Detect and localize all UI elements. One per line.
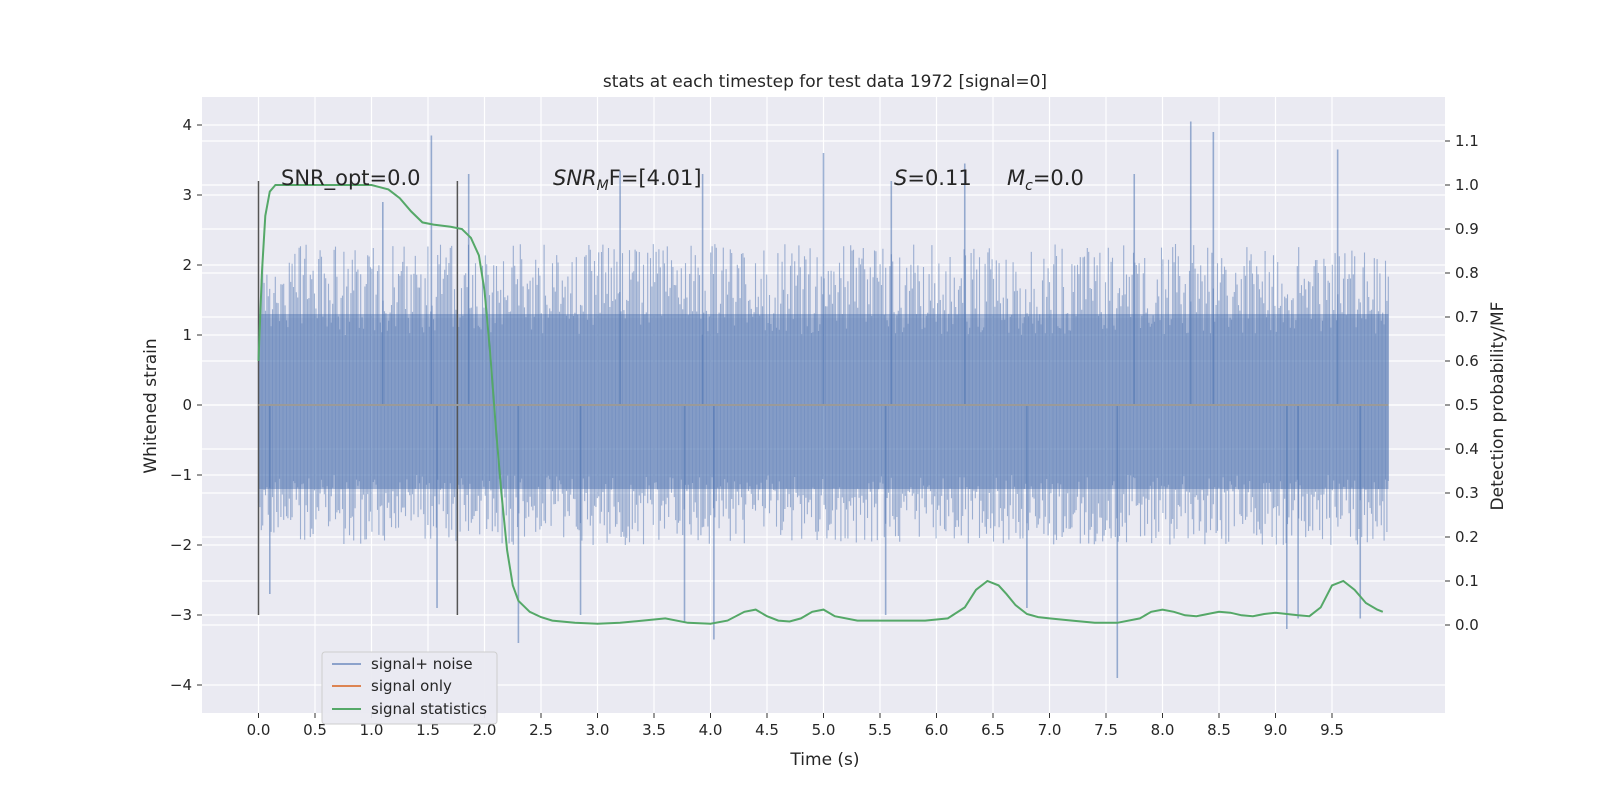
y-tick-label-left: −1 xyxy=(170,466,192,484)
y-tick-label-left: −2 xyxy=(170,536,192,554)
x-tick-label: 2.5 xyxy=(529,721,553,739)
annotation-s: S=0.11 xyxy=(894,166,972,190)
y-tick-label-right: 0.6 xyxy=(1455,352,1479,370)
x-tick-label: 8.5 xyxy=(1207,721,1231,739)
y-tick-label-left: 1 xyxy=(182,326,192,344)
annotation-s-label: S xyxy=(894,166,907,190)
x-tick-label: 4.0 xyxy=(699,721,723,739)
y-tick-label-right: 0.7 xyxy=(1455,308,1479,326)
y-tick-label-right: 0.9 xyxy=(1455,220,1479,238)
annotation-mc-sub: c xyxy=(1025,178,1033,194)
legend-label-statistics: signal statistics xyxy=(371,700,487,718)
x-axis-label: Time (s) xyxy=(789,750,859,770)
y-tick-label-right: 0.1 xyxy=(1455,572,1479,590)
x-tick-label: 2.0 xyxy=(473,721,497,739)
x-tick-label: 1.0 xyxy=(360,721,384,739)
vertical-markers xyxy=(257,181,459,615)
x-tick-label: 5.5 xyxy=(868,721,892,739)
annotation-mc-value: =0.0 xyxy=(1033,166,1084,190)
x-tick-label: 7.5 xyxy=(1094,721,1118,739)
x-tick-label: 3.0 xyxy=(586,721,610,739)
x-tick-label: 9.0 xyxy=(1264,721,1288,739)
annotation-snr-mf-prefix: SNR xyxy=(553,166,597,190)
y-tick-label-right: 0.2 xyxy=(1455,528,1479,546)
y-tick-label-left: 4 xyxy=(182,116,192,134)
annotation-snr-mf-suffix: F=[4.01] xyxy=(609,166,702,190)
x-tick-label: 1.5 xyxy=(416,721,440,739)
x-tick-label: 6.0 xyxy=(925,721,949,739)
annotation-snr-mf: SNRMF=[4.01] xyxy=(553,166,702,194)
x-tick-label: 8.0 xyxy=(1151,721,1175,739)
annotations: SNR_opt=0.0 SNRMF=[4.01] S=0.11 Mc=0.0 xyxy=(281,166,1084,194)
y-tick-label-right: 1.1 xyxy=(1455,132,1479,150)
y-tick-label-left: 3 xyxy=(182,186,192,204)
y-tick-label-right: 0.3 xyxy=(1455,484,1479,502)
y-tick-label-right: 0.4 xyxy=(1455,440,1479,458)
x-tick-label: 7.0 xyxy=(1038,721,1062,739)
annotation-s-value: =0.11 xyxy=(907,166,971,190)
series-signal-noise xyxy=(257,121,1389,678)
y-axis-label-left: Whitened strain xyxy=(141,338,161,473)
x-tick-label: 0.0 xyxy=(247,721,271,739)
legend: signal+ noise signal only signal statist… xyxy=(321,651,498,725)
series-signal-statistics xyxy=(257,184,1384,625)
y-tick-label-left: 0 xyxy=(182,396,192,414)
x-tick-label: 0.5 xyxy=(303,721,327,739)
statistics-line xyxy=(257,184,1384,625)
annotation-mc-label: M xyxy=(1007,166,1025,190)
x-tick-label: 3.5 xyxy=(642,721,666,739)
x-tick-label: 6.5 xyxy=(981,721,1005,739)
legend-label-signal-only: signal only xyxy=(371,677,452,695)
y-tick-label-right: 1.0 xyxy=(1455,176,1479,194)
y-tick-label-right: 0.0 xyxy=(1455,616,1479,634)
y-tick-label-left: −3 xyxy=(170,606,192,624)
y-tick-label-left: 2 xyxy=(182,256,192,274)
annotation-mc: Mc=0.0 xyxy=(1007,166,1084,194)
annotation-snr-mf-sub: M xyxy=(597,178,609,194)
legend-label-noise: signal+ noise xyxy=(371,655,473,673)
y-tick-label-right: 0.5 xyxy=(1455,396,1479,414)
legend-box xyxy=(321,651,498,725)
x-tick-label: 9.5 xyxy=(1320,721,1344,739)
y-axis-label-right: Detection probability/MF xyxy=(1488,302,1508,511)
x-tick-label: 5.0 xyxy=(812,721,836,739)
x-tick-label: 4.5 xyxy=(755,721,779,739)
y-tick-label-left: −4 xyxy=(170,676,192,694)
chart-title: stats at each timestep for test data 197… xyxy=(603,72,1047,92)
annotation-snr-opt: SNR_opt=0.0 xyxy=(281,166,421,191)
y-tick-label-right: 0.8 xyxy=(1455,264,1479,282)
axis-ticks: 0.0 0.5 1.0 1.5 2.0 2.5 3.0 3.5 4.0 4.5 5.0 5.5 6.0 6… xyxy=(170,116,1479,739)
